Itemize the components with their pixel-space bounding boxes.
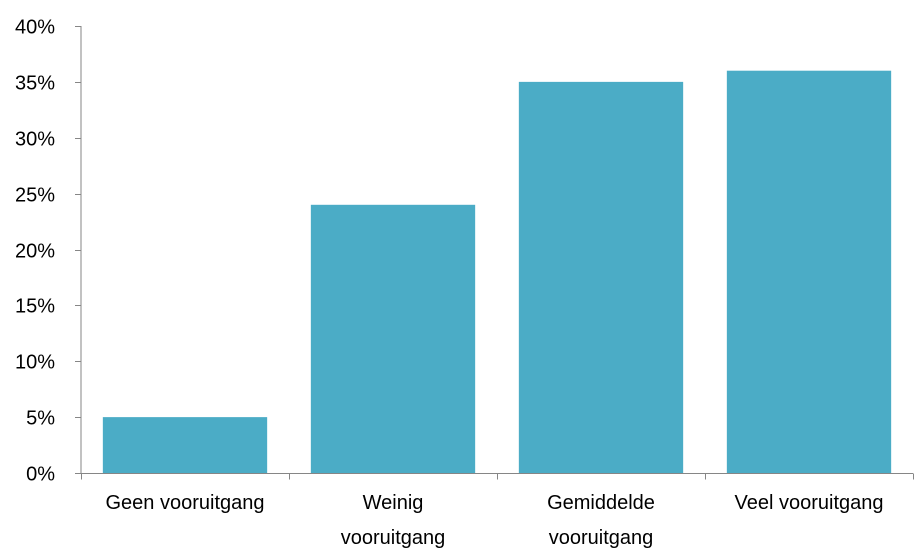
y-tick-label: 20%	[15, 241, 55, 263]
x-axis	[81, 473, 914, 480]
bars	[102, 70, 892, 474]
y-tick-label: 30%	[15, 129, 55, 151]
category-labels: Geen vooruitgang Weinig vooruitgang Gemidde…	[105, 492, 883, 549]
bar	[102, 417, 268, 473]
y-tick-label: 25%	[15, 185, 55, 207]
y-tick-label: 35%	[15, 73, 55, 95]
x-category-label: Weinig	[363, 492, 424, 514]
y-tick-label: 0%	[26, 464, 55, 486]
x-category-label: vooruitgang	[549, 527, 654, 549]
bar	[726, 70, 892, 473]
x-category-label: Gemiddelde	[547, 492, 655, 514]
y-tick-label: 15%	[15, 296, 55, 318]
x-category-label: Veel vooruitgang	[734, 492, 883, 514]
y-axis: 0% 5% 10% 15% 20% 25% 30% 35% 40%	[15, 17, 82, 486]
bar	[310, 204, 476, 474]
x-category-label: vooruitgang	[341, 527, 446, 549]
y-tick-label: 10%	[15, 352, 55, 374]
y-tick-label: 40%	[15, 17, 55, 39]
y-tick-label: 5%	[26, 408, 55, 430]
x-category-label: Geen vooruitgang	[105, 492, 264, 514]
bar	[518, 81, 684, 473]
